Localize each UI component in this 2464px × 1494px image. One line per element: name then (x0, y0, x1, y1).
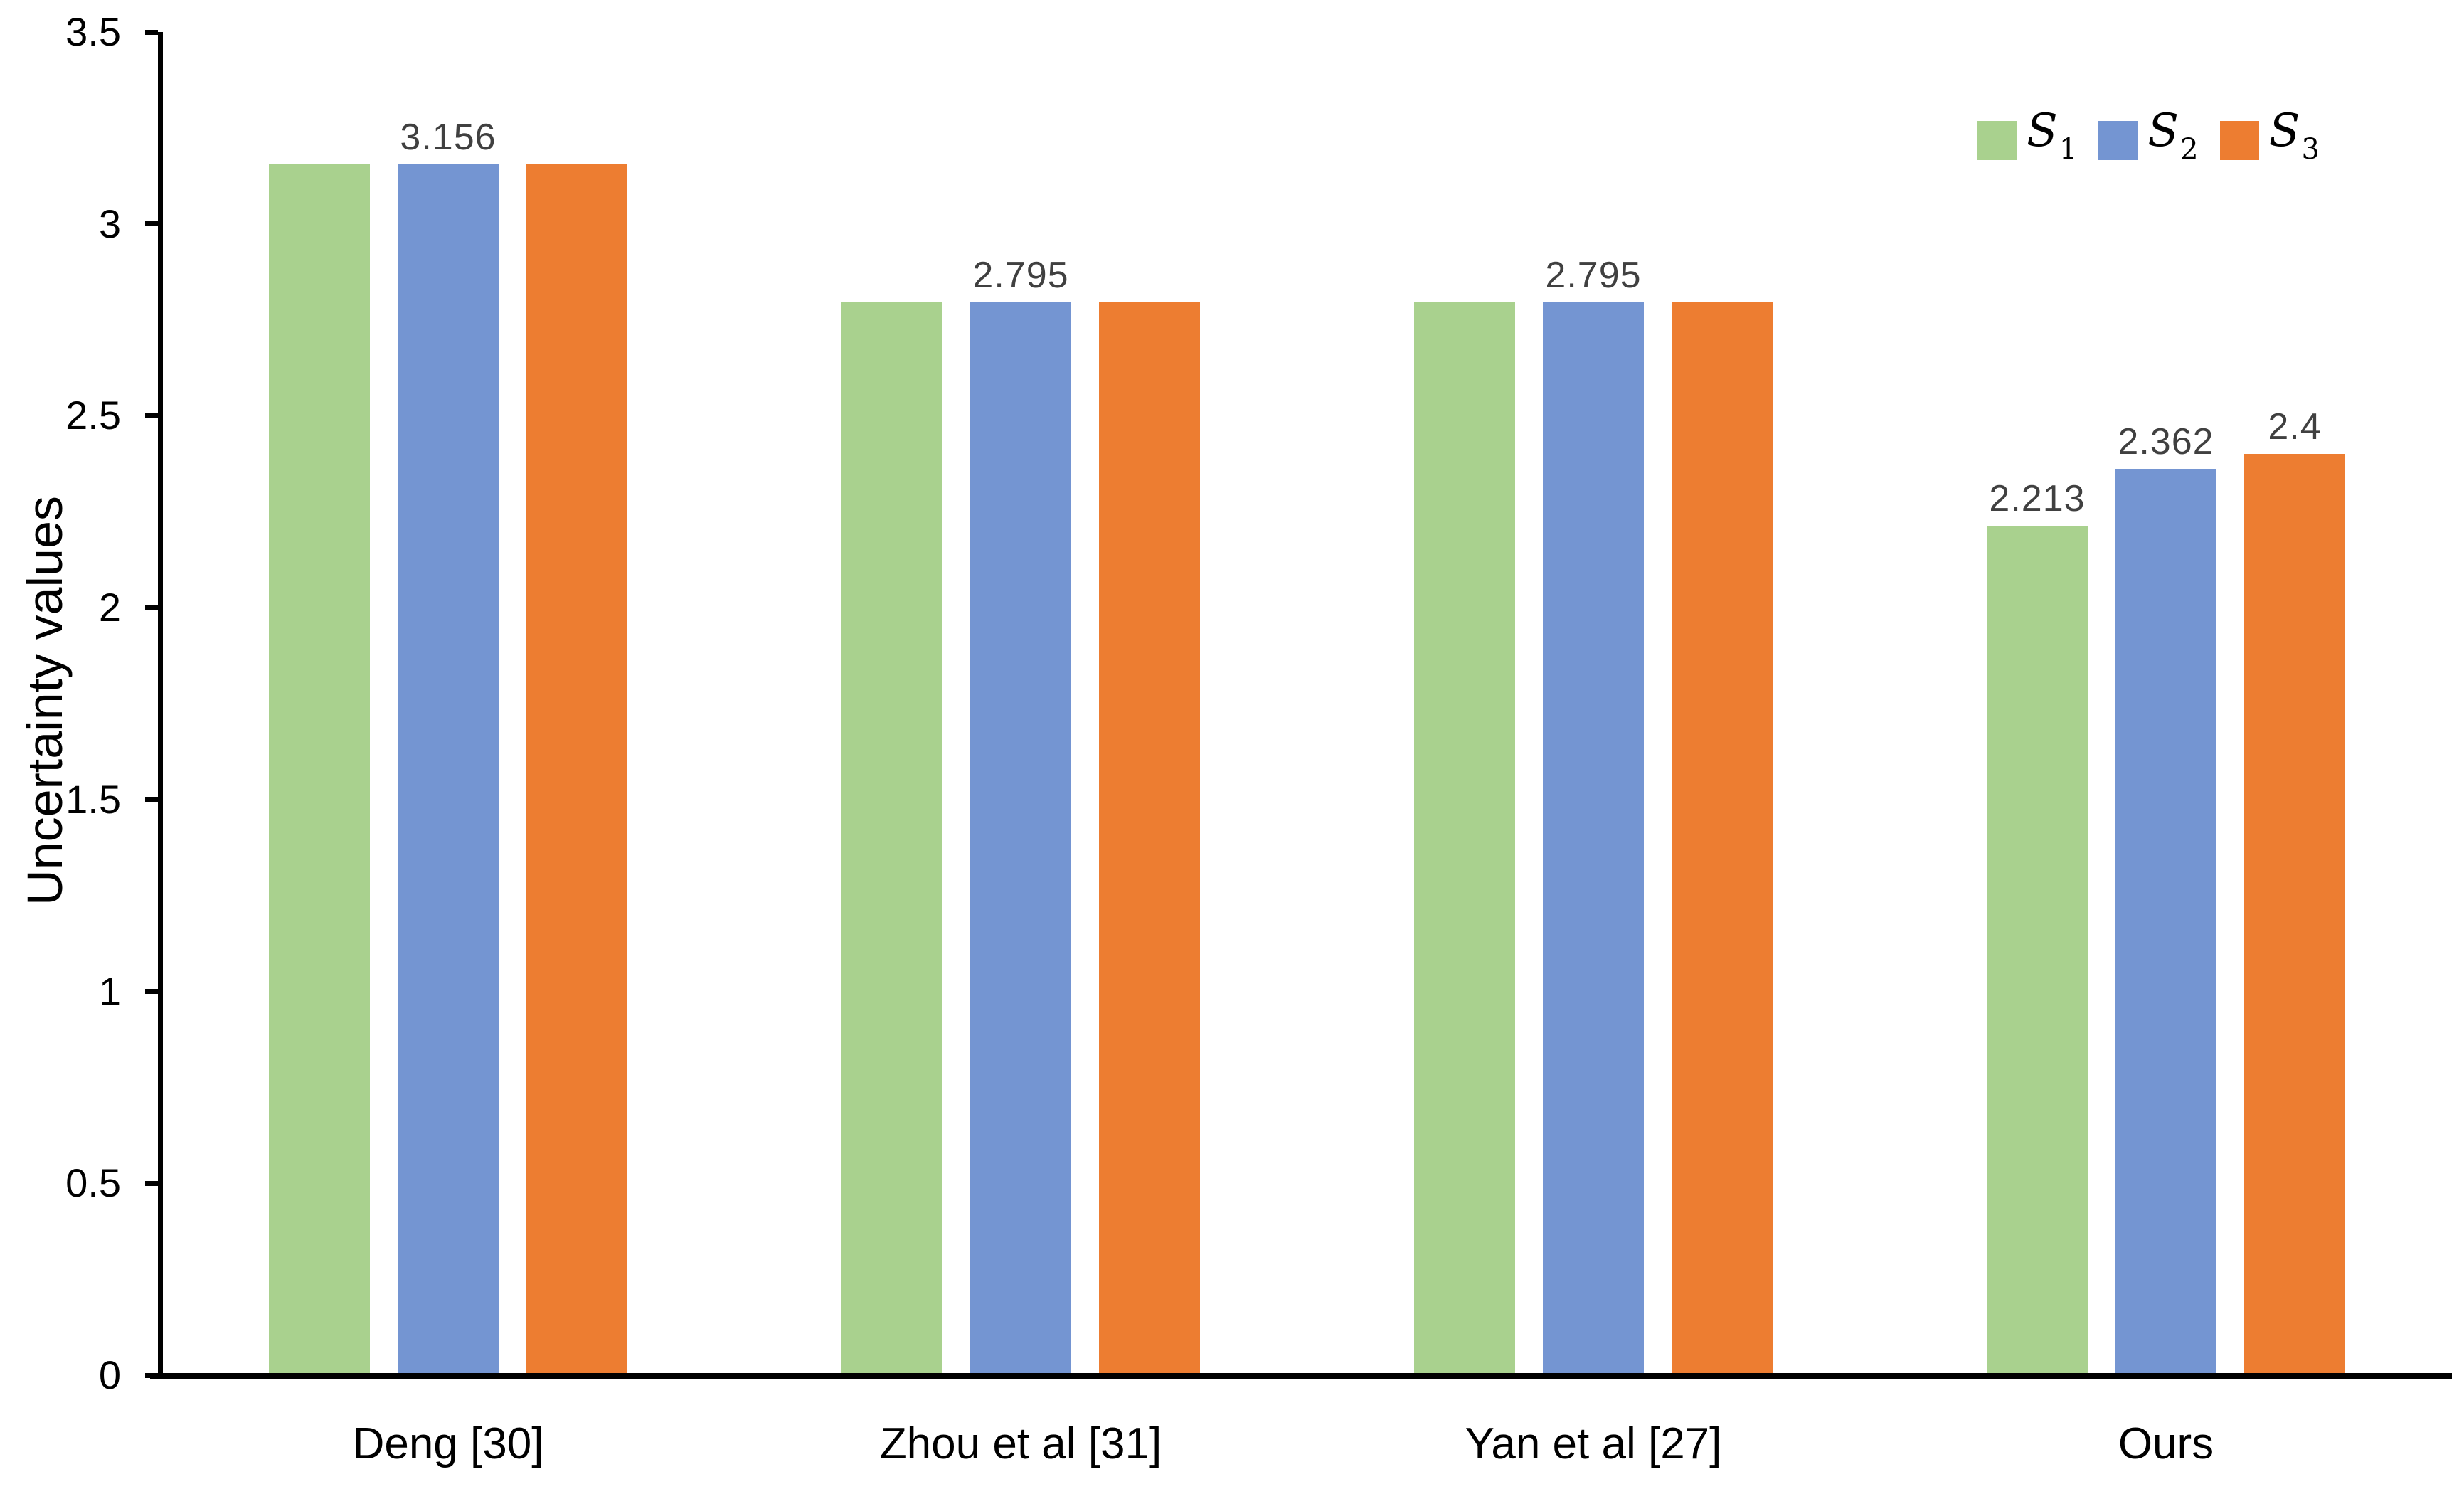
legend-label-S1: S1 (2027, 105, 2078, 166)
bar-S2-Yan et al [27] (1543, 302, 1644, 1375)
bar-value-label: 2.362 (2118, 421, 2214, 462)
bar-value-label: 2.213 (1989, 478, 2086, 519)
y-tick-mark (145, 1181, 158, 1186)
bar-S2-Deng [30] (398, 164, 499, 1375)
y-tick-mark (145, 989, 158, 994)
y-tick-label: 0.5 (65, 1160, 121, 1205)
bar-S1-Zhou et al [31] (841, 302, 942, 1375)
y-axis-title: Uncertainty values (17, 496, 73, 906)
y-tick-mark (145, 30, 158, 35)
y-tick-mark (145, 605, 158, 610)
y-tick-label: 1 (98, 969, 121, 1014)
y-tick-label: 2 (98, 585, 121, 630)
x-category-label: Deng [30] (352, 1419, 544, 1468)
y-tick-label: 0 (98, 1352, 121, 1397)
legend-label-S2: S2 (2147, 105, 2199, 166)
bar-S1-Ours (1987, 526, 2088, 1375)
y-axis-line (158, 32, 163, 1375)
y-tick-mark (145, 413, 158, 418)
y-tick-label: 3.5 (65, 9, 121, 54)
legend-label-S3: S3 (2268, 105, 2320, 166)
bar-S2-Ours (2115, 469, 2216, 1375)
legend-swatch-S2 (2098, 120, 2138, 160)
bar-S1-Yan et al [27] (1414, 302, 1515, 1375)
y-tick-mark (145, 797, 158, 802)
bar-value-label: 3.156 (400, 117, 496, 158)
x-category-label: Ours (2118, 1419, 2214, 1468)
y-tick-mark (145, 221, 158, 226)
legend-entry-S3: S3 (2219, 105, 2320, 172)
legend-swatch-S1 (1977, 120, 2017, 160)
x-category-label: Yan et al [27] (1465, 1419, 1722, 1468)
legend: S1 S2 S3 (1977, 108, 2320, 172)
y-tick-label: 3 (98, 201, 121, 246)
y-tick-label: 2.5 (65, 393, 121, 438)
legend-entry-S1: S1 (1977, 108, 2077, 172)
bar-S3-Zhou et al [31] (1099, 302, 1200, 1375)
legend-entry-S2: S2 (2098, 105, 2199, 172)
bar-value-label: 2.4 (2268, 406, 2322, 447)
bar-value-label: 2.795 (1545, 255, 1642, 296)
bar-S3-Ours (2244, 454, 2345, 1375)
bar-S3-Yan et al [27] (1672, 302, 1773, 1375)
bar-S3-Deng [30] (526, 164, 627, 1375)
bar-S1-Deng [30] (269, 164, 370, 1375)
x-category-label: Zhou et al [31] (879, 1419, 1162, 1468)
x-axis-line (150, 1373, 2452, 1379)
y-tick-label: 1.5 (65, 777, 121, 822)
bar-value-label: 2.795 (972, 255, 1069, 296)
legend-swatch-S3 (2219, 120, 2259, 160)
bar-S2-Zhou et al [31] (970, 302, 1071, 1375)
